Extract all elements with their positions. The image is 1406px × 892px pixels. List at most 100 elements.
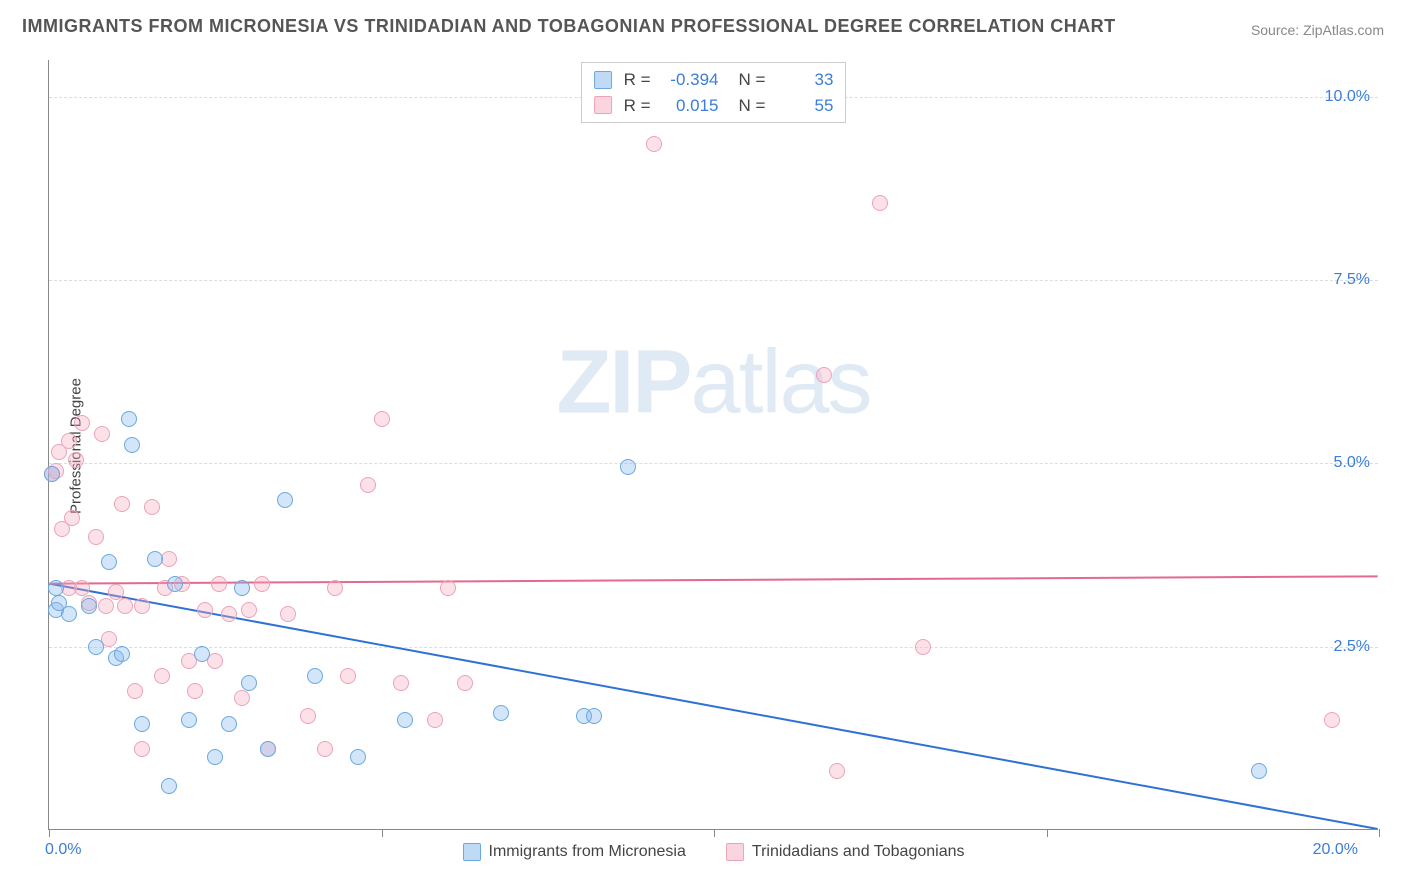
- data-point: [74, 580, 90, 596]
- data-point: [81, 598, 97, 614]
- r-label: R =: [624, 93, 651, 119]
- watermark-bold: ZIP: [556, 332, 690, 432]
- data-point: [48, 580, 64, 596]
- swatch-icon: [726, 843, 744, 861]
- trend-lines: [49, 60, 1378, 829]
- data-point: [61, 433, 77, 449]
- x-max-label: 20.0%: [1313, 841, 1358, 859]
- data-point: [124, 437, 140, 453]
- legend-row-2: R = 0.015 N = 55: [594, 93, 834, 119]
- data-point: [397, 712, 413, 728]
- data-point: [277, 492, 293, 508]
- data-point: [300, 708, 316, 724]
- data-point: [221, 716, 237, 732]
- data-point: [241, 675, 257, 691]
- x-tick: [1379, 829, 1380, 837]
- data-point: [147, 551, 163, 567]
- data-point: [457, 675, 473, 691]
- correlation-legend: R = -0.394 N = 33 R = 0.015 N = 55: [581, 62, 847, 123]
- swatch-icon: [594, 71, 612, 89]
- data-point: [1251, 763, 1267, 779]
- n-label: N =: [739, 67, 766, 93]
- data-point: [260, 741, 276, 757]
- data-point: [234, 690, 250, 706]
- data-point: [114, 496, 130, 512]
- data-point: [350, 749, 366, 765]
- data-point: [117, 598, 133, 614]
- data-point: [167, 576, 183, 592]
- data-point: [646, 136, 662, 152]
- x-min-label: 0.0%: [45, 841, 81, 859]
- gridline: [49, 463, 1378, 464]
- y-tick-label: 10.0%: [1325, 88, 1370, 106]
- x-tick: [49, 829, 50, 837]
- legend-item-2: Trinidadians and Tobagonians: [726, 843, 965, 861]
- plot-area: ZIPatlas 2.5%5.0%7.5%10.0% R = -0.394 N …: [48, 60, 1378, 830]
- data-point: [280, 606, 296, 622]
- data-point: [108, 584, 124, 600]
- data-point: [68, 452, 84, 468]
- legend-row-1: R = -0.394 N = 33: [594, 67, 834, 93]
- chart-title: IMMIGRANTS FROM MICRONESIA VS TRINIDADIA…: [22, 16, 1116, 37]
- data-point: [211, 576, 227, 592]
- data-point: [88, 529, 104, 545]
- n-label: N =: [739, 93, 766, 119]
- y-tick-label: 7.5%: [1334, 271, 1370, 289]
- data-point: [254, 576, 270, 592]
- data-point: [134, 598, 150, 614]
- data-point: [241, 602, 257, 618]
- data-point: [1324, 712, 1340, 728]
- swatch-icon: [463, 843, 481, 861]
- data-point: [114, 646, 130, 662]
- r-value: 0.015: [659, 93, 719, 119]
- watermark-light: atlas: [690, 332, 870, 432]
- data-point: [872, 195, 888, 211]
- data-point: [915, 639, 931, 655]
- x-tick: [1047, 829, 1048, 837]
- data-point: [44, 466, 60, 482]
- data-point: [340, 668, 356, 684]
- data-point: [620, 459, 636, 475]
- trend-line: [49, 584, 1377, 829]
- data-point: [234, 580, 250, 596]
- data-point: [134, 741, 150, 757]
- data-point: [829, 763, 845, 779]
- data-point: [360, 477, 376, 493]
- source-attribution: Source: ZipAtlas.com: [1251, 22, 1384, 38]
- data-point: [327, 580, 343, 596]
- gridline: [49, 647, 1378, 648]
- data-point: [307, 668, 323, 684]
- data-point: [101, 554, 117, 570]
- data-point: [816, 367, 832, 383]
- series-legend: Immigrants from Micronesia Trinidadians …: [463, 843, 965, 861]
- data-point: [317, 741, 333, 757]
- data-point: [427, 712, 443, 728]
- data-point: [64, 510, 80, 526]
- x-tick: [714, 829, 715, 837]
- legend-label: Trinidadians and Tobagonians: [752, 843, 965, 861]
- data-point: [127, 683, 143, 699]
- data-point: [586, 708, 602, 724]
- legend-label: Immigrants from Micronesia: [489, 843, 686, 861]
- data-point: [493, 705, 509, 721]
- data-point: [98, 598, 114, 614]
- data-point: [161, 778, 177, 794]
- n-value: 55: [773, 93, 833, 119]
- data-point: [144, 499, 160, 515]
- data-point: [94, 426, 110, 442]
- data-point: [187, 683, 203, 699]
- data-point: [393, 675, 409, 691]
- data-point: [61, 606, 77, 622]
- r-value: -0.394: [659, 67, 719, 93]
- y-tick-label: 5.0%: [1334, 454, 1370, 472]
- data-point: [221, 606, 237, 622]
- data-point: [194, 646, 210, 662]
- data-point: [88, 639, 104, 655]
- n-value: 33: [773, 67, 833, 93]
- data-point: [121, 411, 137, 427]
- data-point: [74, 415, 90, 431]
- r-label: R =: [624, 67, 651, 93]
- data-point: [154, 668, 170, 684]
- swatch-icon: [594, 96, 612, 114]
- data-point: [374, 411, 390, 427]
